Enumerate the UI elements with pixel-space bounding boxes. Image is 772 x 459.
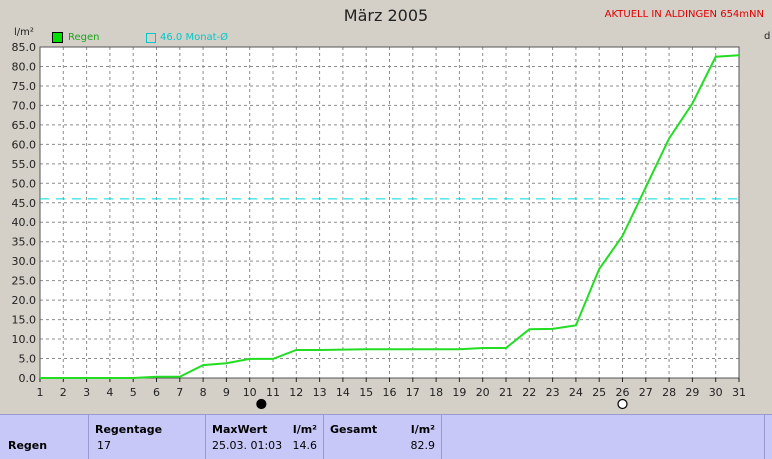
x-tick-label: 21 — [499, 386, 513, 399]
gesamt-value: 82.9 — [411, 439, 436, 452]
x-tick-label: 30 — [709, 386, 723, 399]
y-axis: 0.0 5.0 10.0 15.0 20.0 25.0 30.0 35.0 40.0 45.0 50… — [12, 41, 37, 385]
summary-row-label: Regen — [8, 439, 47, 452]
gesamt-header: Gesamt — [330, 423, 377, 436]
y-tick-label: 10.0 — [12, 333, 37, 346]
x-tick-label: 16 — [383, 386, 397, 399]
y-tick-label: 80.0 — [12, 60, 37, 73]
x-tick-label: 11 — [266, 386, 280, 399]
y-tick-label: 40.0 — [12, 216, 37, 229]
gesamt-unit: l/m² — [411, 423, 435, 436]
x-tick-label: 18 — [429, 386, 443, 399]
maxwert-cell: MaxWert l/m² 25.03. 01:03 14.6 — [206, 415, 324, 459]
regentage-value: 17 — [97, 439, 111, 452]
x-tick-label: 9 — [223, 386, 230, 399]
x-tick-label: 31 — [732, 386, 746, 399]
x-tick-label: 6 — [153, 386, 160, 399]
y-tick-label: 15.0 — [12, 314, 37, 327]
maxwert-header: MaxWert — [212, 423, 267, 436]
legend-regen-label: Regen — [68, 32, 100, 43]
y-tick-label: 45.0 — [12, 197, 37, 210]
y-tick-label: 75.0 — [12, 80, 37, 93]
y-tick-label: 60.0 — [12, 138, 37, 151]
summary-empty-cell — [442, 415, 765, 459]
y-tick-label: 20.0 — [12, 294, 37, 307]
x-tick-label: 27 — [639, 386, 653, 399]
green-square-icon — [52, 32, 63, 43]
maxwert-datetime: 25.03. 01:03 — [212, 439, 282, 452]
x-tick-label: 28 — [662, 386, 676, 399]
y-tick-label: 85.0 — [12, 41, 37, 54]
y-axis-unit: l/m² — [14, 27, 34, 38]
legend-average: 46.0 Monat-Ø — [146, 32, 228, 43]
rain-chart: 0.0 5.0 10.0 15.0 20.0 25.0 30.0 35.0 40.0 45.0 50… — [0, 0, 772, 414]
regentage-header: Regentage — [95, 423, 162, 436]
cyan-square-icon — [146, 33, 156, 43]
regentage-cell: Regentage 17 — [89, 415, 206, 459]
y-tick-label: 70.0 — [12, 99, 37, 112]
x-tick-label: 3 — [83, 386, 90, 399]
y-tick-label: 0.0 — [19, 372, 37, 385]
x-tick-label: 20 — [476, 386, 490, 399]
y-tick-label: 50.0 — [12, 177, 37, 190]
x-tick-label: 23 — [546, 386, 560, 399]
summary-panel: Regen Regentage 17 MaxWert l/m² 25.03. 0… — [0, 414, 772, 459]
x-tick-label: 24 — [569, 386, 583, 399]
gesamt-cell: Gesamt l/m² 82.9 — [324, 415, 442, 459]
x-tick-label: 17 — [406, 386, 420, 399]
x-tick-label: 13 — [313, 386, 327, 399]
x-tick-label: 8 — [200, 386, 207, 399]
summary-row-label-cell: Regen — [0, 415, 89, 459]
right-edge-label: d — [764, 31, 770, 42]
x-tick-label: 10 — [243, 386, 257, 399]
x-tick-label: 12 — [289, 386, 303, 399]
x-tick-label: 7 — [176, 386, 183, 399]
maxwert-unit: l/m² — [293, 423, 317, 436]
x-tick-label: 25 — [592, 386, 606, 399]
y-tick-label: 55.0 — [12, 158, 37, 171]
station-label: AKTUELL IN ALDINGEN 654mNN — [605, 9, 764, 20]
new-moon-icon — [618, 400, 627, 409]
x-tick-label: 19 — [452, 386, 466, 399]
x-tick-label: 15 — [359, 386, 373, 399]
legend-regen: Regen — [52, 32, 100, 43]
x-tick-label: 1 — [37, 386, 44, 399]
y-tick-label: 5.0 — [19, 353, 37, 366]
y-tick-label: 35.0 — [12, 236, 37, 249]
maxwert-value: 14.6 — [293, 439, 318, 452]
x-tick-label: 26 — [616, 386, 630, 399]
moon-markers — [257, 400, 627, 409]
x-tick-label: 4 — [106, 386, 113, 399]
y-tick-label: 30.0 — [12, 255, 37, 268]
y-tick-label: 25.0 — [12, 275, 37, 288]
legend-average-label: 46.0 Monat-Ø — [160, 32, 228, 43]
x-tick-label: 5 — [130, 386, 137, 399]
x-tick-label: 29 — [685, 386, 699, 399]
full-moon-icon — [257, 400, 266, 409]
y-tick-label: 65.0 — [12, 119, 37, 132]
x-tick-label: 14 — [336, 386, 350, 399]
x-tick-label: 22 — [522, 386, 536, 399]
x-tick-label: 2 — [60, 386, 67, 399]
